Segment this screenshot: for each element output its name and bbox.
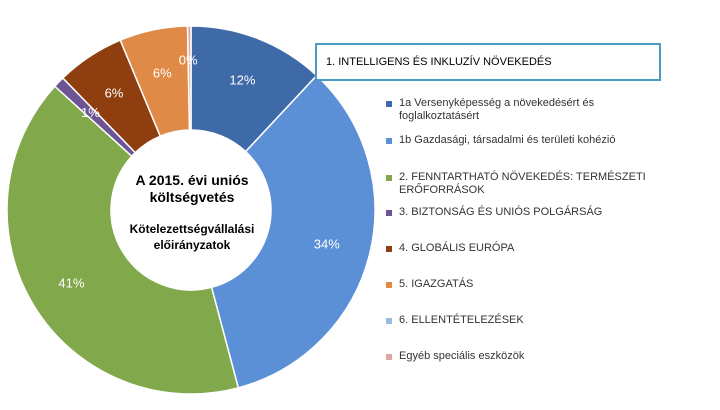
legend-item: Egyéb speciális eszközök — [386, 350, 716, 363]
donut-slice — [6, 85, 240, 395]
legend-swatch — [386, 210, 392, 216]
legend-label: 1a Versenyképesség a növekedésért és fog… — [399, 97, 595, 122]
legend-swatch — [386, 318, 392, 324]
legend-swatch — [386, 354, 392, 360]
legend-item: 6. ELLENTÉTELEZÉSEK — [386, 314, 716, 327]
donut-slices — [6, 25, 376, 395]
legend-label: 4. GLOBÁLIS EURÓPA — [399, 242, 515, 254]
legend-item: 1a Versenyképesség a növekedésért és fog… — [386, 97, 716, 123]
chart-subtitle: Kötelezettségvállalási előirányzatok — [129, 222, 255, 252]
legend-swatch — [386, 101, 392, 107]
legend-swatch — [386, 175, 392, 181]
slice-label: 12% — [229, 72, 255, 87]
legend-label: 6. ELLENTÉTELEZÉSEK — [399, 314, 524, 326]
legend-item: 3. BIZTONSÁG ÉS UNIÓS POLGÁRSÁG — [386, 206, 716, 219]
legend-label: 5. IGAZGATÁS — [399, 278, 474, 290]
legend-item: 1b Gazdasági, társadalmi és területi koh… — [386, 134, 716, 147]
slice-labels: 12% 34% 41% 1% 6% 6% 0% — [58, 53, 340, 291]
donut-slice — [210, 74, 376, 389]
legend-group-label: 1. INTELLIGENS ÉS INKLUZÍV NÖVEKEDÉS — [326, 56, 552, 68]
legend-label: 1b Gazdasági, társadalmi és területi koh… — [399, 134, 616, 146]
slice-label: 6% — [153, 65, 172, 80]
legend-item: 4. GLOBÁLIS EURÓPA — [386, 242, 716, 255]
slice-label: 6% — [105, 86, 124, 101]
legend-label: 2. FENNTARTHATÓ NÖVEKEDÉS: TERMÉSZETI ER… — [399, 171, 646, 196]
legend-label: Egyéb speciális eszközök — [399, 350, 525, 362]
slice-label: 41% — [58, 275, 84, 290]
slice-label: 34% — [314, 237, 340, 252]
legend-swatch — [386, 282, 392, 288]
legend-swatch — [386, 138, 392, 144]
slice-label: 0% — [179, 53, 198, 68]
legend-item: 5. IGAZGATÁS — [386, 278, 716, 291]
legend-swatch — [386, 246, 392, 252]
legend-item: 2. FENNTARTHATÓ NÖVEKEDÉS: TERMÉSZETI ER… — [386, 171, 716, 197]
legend: 1a Versenyképesség a növekedésért és fog… — [386, 0, 716, 410]
legend-label: 3. BIZTONSÁG ÉS UNIÓS POLGÁRSÁG — [399, 206, 603, 218]
chart-title: A 2015. évi uniós költségvetés — [135, 172, 249, 205]
legend-group-box: 1. INTELLIGENS ÉS INKLUZÍV NÖVEKEDÉS — [315, 43, 661, 81]
slice-label: 1% — [81, 105, 100, 120]
donut-slice — [186, 25, 192, 131]
